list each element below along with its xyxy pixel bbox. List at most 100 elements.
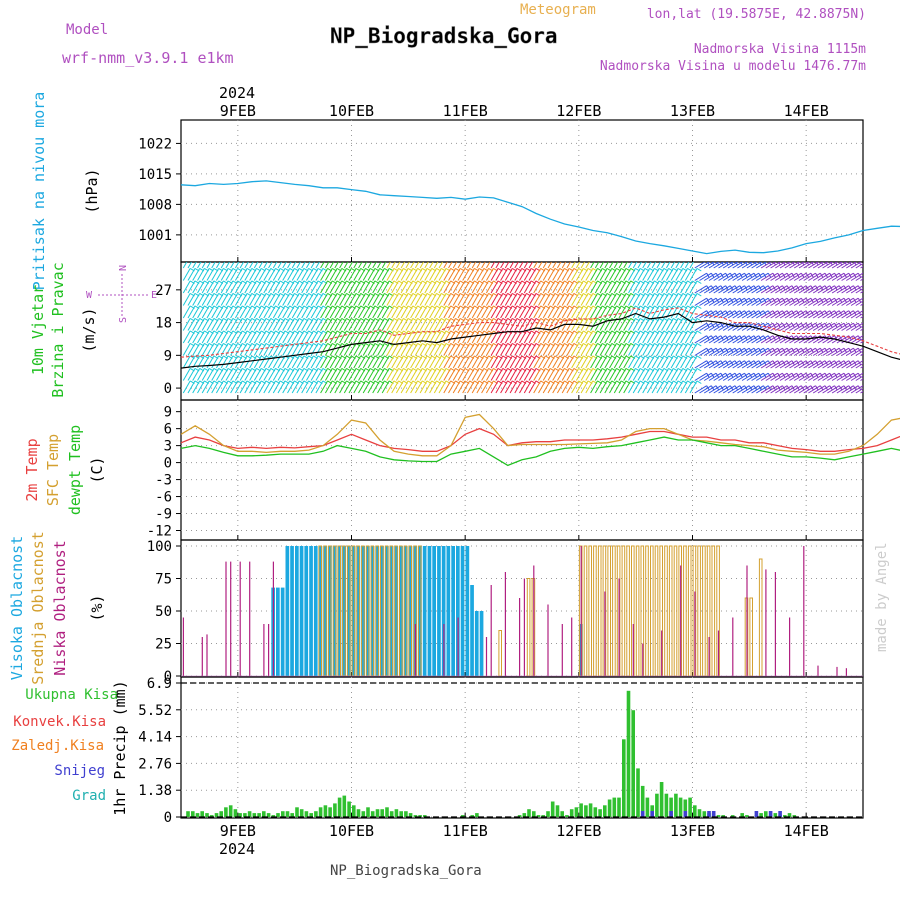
- wind-barb: [566, 280, 575, 294]
- wind-barb: [538, 343, 546, 356]
- wind-barb: [192, 380, 201, 394]
- precip-bar: [318, 807, 323, 817]
- temp-ylabel-2: dewpt Temp: [66, 425, 84, 515]
- wind-barb: [812, 262, 824, 269]
- wind-barb: [860, 328, 863, 331]
- wind-barb: [504, 343, 513, 356]
- temperature-ytick-label: 0: [164, 456, 172, 472]
- precip-bar: [333, 803, 337, 817]
- wind-barb: [334, 355, 343, 369]
- wind-barb-flag: [517, 256, 521, 259]
- wind-barb: [746, 385, 760, 394]
- wind-barb: [258, 343, 267, 356]
- wind-barb: [277, 268, 286, 281]
- wind-barb: [268, 268, 276, 281]
- wind-barb: [599, 380, 608, 394]
- wind-barb: [282, 343, 291, 356]
- wind-barb: [504, 368, 513, 381]
- wind-barb: [542, 343, 551, 356]
- wind-barb: [244, 330, 253, 344]
- wind-barb: [443, 305, 452, 319]
- wind-barb: [466, 380, 475, 394]
- wind-barb-flag: [441, 256, 445, 259]
- wind-barb: [727, 310, 741, 319]
- precip-snow-bar: [778, 811, 782, 817]
- wind-barb: [613, 268, 622, 281]
- wind-barb: [784, 335, 797, 344]
- wind-barb: [594, 380, 603, 394]
- wind-barb: [699, 347, 712, 356]
- wind-barb: [504, 380, 513, 394]
- precip-bar: [532, 811, 536, 817]
- wind-barb: [670, 318, 679, 331]
- wind-barb: [471, 380, 480, 394]
- wind-barb: [528, 262, 534, 269]
- wind-barb: [244, 262, 249, 269]
- wind-barb: [320, 380, 329, 394]
- wind-barb: [249, 280, 257, 294]
- wind-barb: [405, 330, 414, 344]
- wind-barb: [258, 262, 264, 269]
- cloud-high-bar: [347, 546, 351, 676]
- wind-barb: [651, 355, 660, 369]
- cloud-high-bar: [451, 546, 455, 676]
- wind-barb: [249, 305, 257, 319]
- wind-barb: [452, 330, 461, 344]
- wind-barb: [694, 335, 707, 344]
- wind-barb: [533, 268, 542, 281]
- wind-barb: [329, 280, 338, 294]
- wind-barb: [268, 305, 276, 319]
- wind-barb: [538, 368, 546, 381]
- wind-barb: [206, 368, 215, 381]
- wind-barb: [386, 330, 395, 344]
- wind-barb: [760, 297, 774, 306]
- wind-barb: [339, 355, 347, 369]
- wind-barb-flag: [484, 256, 488, 259]
- wind-barb: [220, 293, 229, 306]
- wind-barb: [381, 368, 390, 381]
- cloud-high-bar: [408, 546, 413, 676]
- wind-barb-flag: [290, 256, 294, 259]
- wind-barb: [244, 355, 253, 369]
- wind-barb: [609, 268, 617, 281]
- pressure-unit: (hPa): [83, 168, 101, 213]
- wind-barb: [324, 368, 333, 381]
- wind-barb: [831, 297, 845, 306]
- wind-barb: [466, 318, 475, 331]
- cloud-high-bar: [313, 546, 318, 676]
- wind-barb: [798, 385, 812, 394]
- cloud-high-bar: [309, 546, 313, 676]
- precip-snow-bar: [669, 811, 673, 817]
- wind-barb: [642, 330, 651, 344]
- wind-barb-flag: [522, 256, 526, 259]
- cloud-high-bar: [380, 546, 384, 676]
- wind-barb: [765, 335, 779, 344]
- wind-barb: [405, 318, 414, 331]
- wind-barb-flag: [696, 355, 702, 359]
- wind-barb: [500, 380, 509, 394]
- wind-barb: [779, 285, 793, 294]
- wind-barb: [268, 280, 276, 294]
- wind-barb: [694, 322, 707, 331]
- wind-barb: [713, 347, 726, 356]
- wind-barb: [452, 268, 461, 281]
- wind-barb: [722, 310, 736, 319]
- wind-barb: [296, 280, 305, 294]
- wind-barb: [831, 347, 845, 356]
- wind-barb: [713, 385, 726, 394]
- wind-barb: [301, 305, 310, 319]
- wind-barb: [590, 380, 598, 394]
- precip-bar: [517, 815, 522, 817]
- wind-barb-flag: [574, 256, 578, 259]
- precip-bar: [200, 811, 204, 817]
- wind-barb-flag: [266, 256, 270, 259]
- wind-barb: [542, 268, 551, 281]
- wind-barb: [519, 268, 527, 281]
- wind-barb: [362, 293, 371, 306]
- wind-barb: [827, 385, 840, 394]
- wind-barb: [182, 262, 188, 269]
- wind-barb: [315, 318, 324, 331]
- wind-barb: [448, 268, 456, 281]
- wind-barb: [661, 343, 670, 356]
- wind-barb-flag: [560, 256, 564, 259]
